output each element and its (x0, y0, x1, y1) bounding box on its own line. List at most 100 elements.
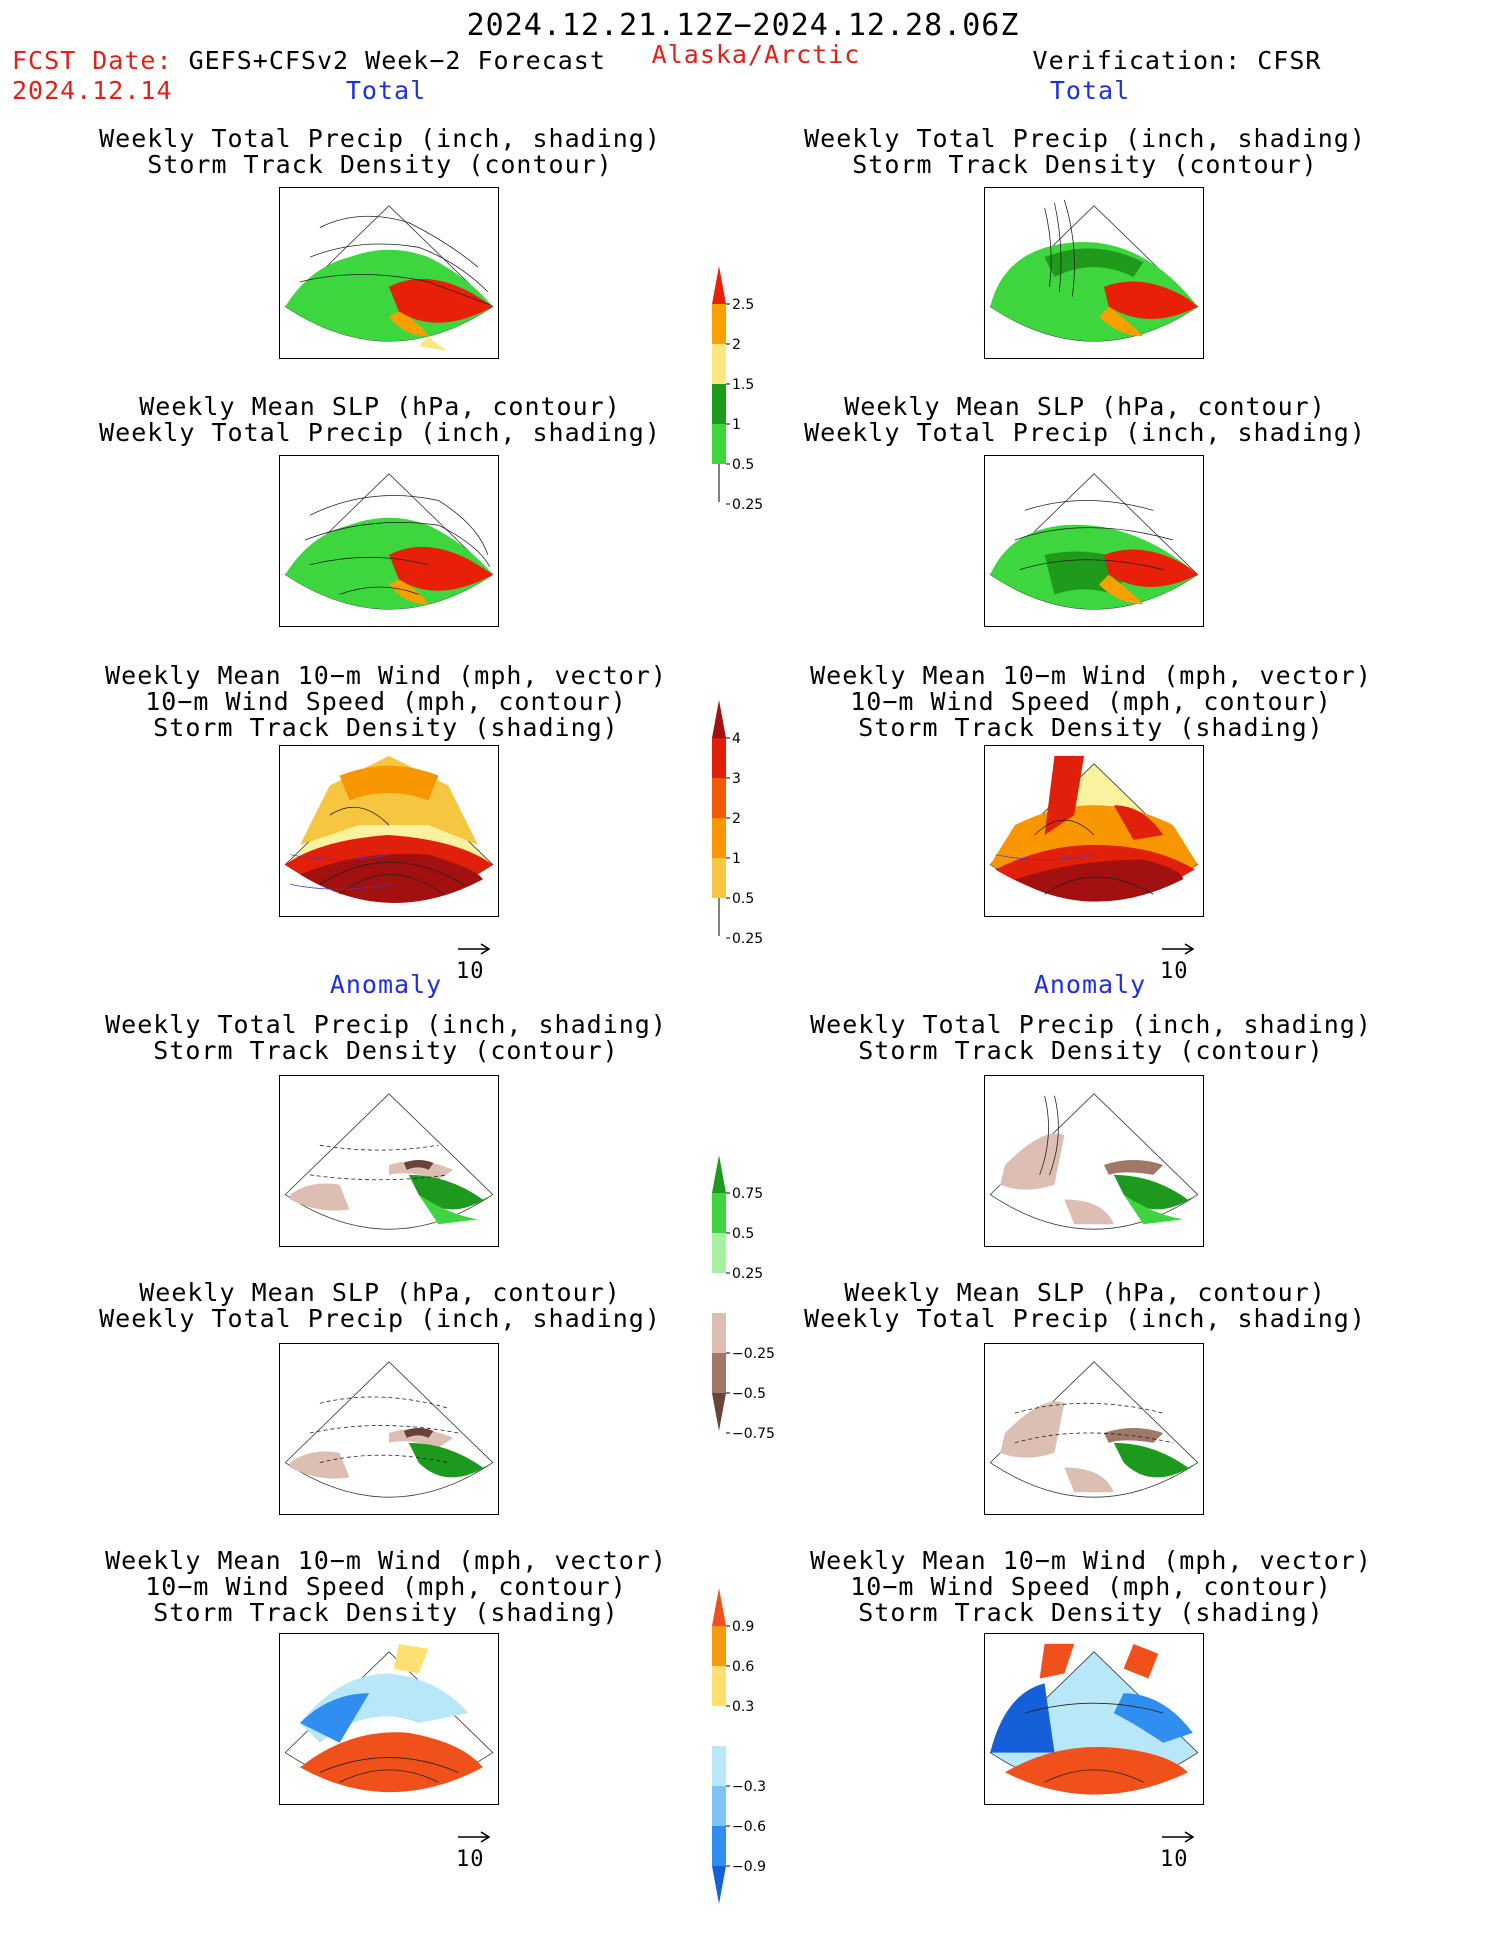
arrow-right-icon (458, 1831, 491, 1843)
title-line: Storm Track Density (contour) (153, 1036, 619, 1065)
colorbar-label: 1.5 (732, 377, 754, 393)
colorbar-label: −0.9 (732, 1859, 766, 1875)
title-line: Weekly Mean SLP (hPa, contour) (139, 1278, 621, 1307)
title-line: Weekly Mean 10−m Wind (mph, vector) (105, 661, 667, 690)
title-line: Weekly Mean 10−m Wind (mph, vector) (810, 1546, 1372, 1575)
title-line: Weekly Mean 10−m Wind (mph, vector) (810, 661, 1372, 690)
colorbar-label: −0.75 (732, 1426, 775, 1442)
title-precip-track-total-left: Weekly Total Precip (inch, shading) Stor… (99, 126, 661, 178)
map-wind-track-anom-forecast (279, 1633, 499, 1805)
title-line: Weekly Mean SLP (hPa, contour) (139, 392, 621, 421)
colorbar-label: 1 (732, 851, 741, 867)
title-slp-precip-total-left: Weekly Mean SLP (hPa, contour) Weekly To… (99, 394, 661, 446)
vector-scale-label: 10 (456, 959, 485, 984)
title-line: Weekly Total Precip (inch, shading) (804, 124, 1366, 153)
colorbar-segment (712, 1193, 726, 1233)
colorbar-svg: 0.9 0.6 0.3 −0.3 −0.6 −0.9 (712, 1588, 766, 1904)
colorbar-segment (712, 1786, 726, 1826)
colorbar-segment (712, 266, 726, 304)
title-precip-track-anom-right: Weekly Total Precip (inch, shading) Stor… (810, 1012, 1372, 1064)
colorbar-label: 0.5 (732, 457, 754, 473)
colorbar-segment (712, 700, 726, 738)
title-line: Weekly Total Precip (inch, shading) (804, 1304, 1366, 1333)
colorbar-segment (712, 1666, 726, 1706)
colorbar-segment (712, 1155, 726, 1193)
title-wind-track-total-right: Weekly Mean 10−m Wind (mph, vector) 10−m… (810, 663, 1372, 741)
colorbar-label: 0.3 (732, 1699, 754, 1715)
vector-scale-total-right: 10 (1160, 940, 1196, 984)
title-slp-precip-anom-left: Weekly Mean SLP (hPa, contour) Weekly To… (99, 1280, 661, 1332)
colorbar-svg: 4 3 2 1 0.5 0.25 (712, 700, 763, 947)
colorbar-storm-anom: 0.9 0.6 0.3 −0.3 −0.6 −0.9 (712, 1588, 792, 1948)
colorbar-label: 0.25 (732, 1266, 763, 1282)
title-wind-track-total-left: Weekly Mean 10−m Wind (mph, vector) 10−m… (105, 663, 667, 741)
fcst-date: 2024.12.14 (12, 76, 173, 105)
title-line: Weekly Mean SLP (hPa, contour) (844, 1278, 1326, 1307)
section-anomaly-left: Anomaly (329, 970, 443, 999)
title-line: Weekly Mean 10−m Wind (mph, vector) (105, 1546, 667, 1575)
colorbar-precip-total: 2.5 2 1.5 1 0.5 0.25 (712, 266, 792, 546)
title-precip-track-total-right: Weekly Total Precip (inch, shading) Stor… (804, 126, 1366, 178)
title-wind-track-anom-right: Weekly Mean 10−m Wind (mph, vector) 10−m… (810, 1548, 1372, 1626)
colorbar-label: 0.75 (732, 1186, 763, 1202)
title-line: Storm Track Density (contour) (147, 150, 613, 179)
map-slp-precip-anom-verification (984, 1343, 1204, 1515)
colorbar-label: 0.5 (732, 1226, 754, 1242)
vector-scale-label: 10 (1160, 959, 1189, 984)
title-line: Weekly Total Precip (inch, shading) (810, 1010, 1372, 1039)
colorbar-label: −0.3 (732, 1779, 766, 1795)
title-slp-precip-total-right: Weekly Mean SLP (hPa, contour) Weekly To… (804, 394, 1366, 446)
colorbar-segment (712, 1626, 726, 1666)
colorbar-label: 0.5 (732, 891, 754, 907)
vector-scale-anom-right: 10 (1160, 1828, 1196, 1872)
colorbar-label: 2.5 (732, 297, 754, 313)
colorbar-segment (712, 1313, 726, 1353)
region-label: Alaska/Arctic (651, 40, 861, 69)
title-line: Weekly Total Precip (inch, shading) (99, 1304, 661, 1333)
colorbar-label: −0.5 (732, 1386, 766, 1402)
colorbar-segment (712, 1866, 726, 1904)
arrow-right-icon (1162, 943, 1195, 955)
map-wind-track-total-forecast (279, 745, 499, 917)
colorbar-segment (712, 778, 726, 818)
colorbar-label: 0.25 (732, 931, 763, 947)
arrow-right-icon (458, 943, 491, 955)
colorbar-segment (712, 344, 726, 384)
colorbar-storm-total: 4 3 2 1 0.5 0.25 (712, 700, 792, 980)
title-line: Storm Track Density (shading) (153, 713, 619, 742)
section-total-left: Total (345, 76, 427, 105)
colorbar-segment (712, 738, 726, 778)
title-line: Weekly Mean SLP (hPa, contour) (844, 392, 1326, 421)
colorbar-svg: 0.75 0.5 0.25 −0.25 −0.5 −0.75 (712, 1155, 775, 1442)
colorbar-label: −0.25 (732, 1346, 775, 1362)
colorbar-segment (712, 1588, 726, 1626)
title-line: Storm Track Density (shading) (858, 713, 1324, 742)
map-precip-track-total-verification (984, 187, 1204, 359)
colorbar-segment (712, 858, 726, 898)
title-line: 10−m Wind Speed (mph, contour) (145, 687, 627, 716)
colorbar-label: 0.6 (732, 1659, 754, 1675)
map-precip-track-total-forecast (279, 187, 499, 359)
colorbar-label: 3 (732, 771, 741, 787)
colorbar-segment (712, 1233, 726, 1273)
map-wind-track-anom-verification (984, 1633, 1204, 1805)
vector-scale-label: 10 (1160, 1847, 1189, 1872)
map-wind-track-total-verification (984, 745, 1204, 917)
section-total-right: Total (1049, 76, 1131, 105)
title-line: Weekly Total Precip (inch, shading) (105, 1010, 667, 1039)
vector-scale-anom-left: 10 (456, 1828, 492, 1872)
colorbar-segment (712, 1353, 726, 1393)
title-slp-precip-anom-right: Weekly Mean SLP (hPa, contour) Weekly To… (804, 1280, 1366, 1332)
title-line: 10−m Wind Speed (mph, contour) (850, 687, 1332, 716)
title-line: Storm Track Density (contour) (858, 1036, 1324, 1065)
fcst-date-label: FCST Date: (12, 46, 173, 75)
colorbar-label: 4 (732, 731, 741, 747)
title-precip-track-anom-left: Weekly Total Precip (inch, shading) Stor… (105, 1012, 667, 1064)
section-anomaly-right: Anomaly (1033, 970, 1147, 999)
colorbar-precip-anom: 0.75 0.5 0.25 −0.25 −0.5 −0.75 (712, 1155, 792, 1475)
title-line: 10−m Wind Speed (mph, contour) (145, 1572, 627, 1601)
colorbar-segment (712, 1273, 726, 1313)
colorbar-label: 2 (732, 337, 741, 353)
colorbar-label: 0.9 (732, 1619, 754, 1635)
colorbar-segment (712, 384, 726, 424)
